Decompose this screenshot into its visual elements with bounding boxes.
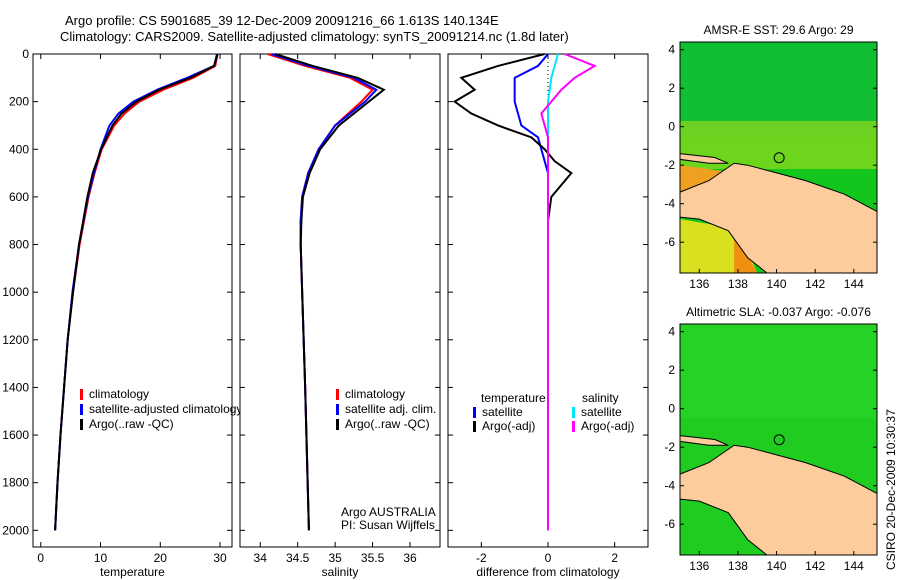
profile-panel-1: 0 10 20 30 0 200 400 600 800 1000 1200 1400 1600 1800… <box>2 47 242 579</box>
series-line-argo-raw-qc- <box>54 53 219 531</box>
legend-swatch <box>572 421 575 432</box>
x-tick-label: 34 <box>254 551 268 565</box>
map-panel-1: AMSR-E SST: 29.6 Argo: 29 136 138 140 142 144… <box>664 23 878 291</box>
plot-frame <box>239 53 441 548</box>
legend-label: Argo(-adj) <box>482 419 535 433</box>
y-tick-label: 2000 <box>2 523 29 537</box>
x-tick-label: 144 <box>844 277 864 291</box>
legend-swatch <box>80 389 83 400</box>
map-panel-2: Altimetric SLA: -0.037 Argo: -0.076 136 13… <box>664 305 878 573</box>
y-tick-label: -2 <box>664 440 675 454</box>
x-axis-label: temperature <box>100 565 165 579</box>
x-tick-label: 20 <box>154 551 168 565</box>
x-axis-label: salinity <box>322 565 359 579</box>
legend-label: climatology <box>89 387 149 401</box>
map-frame <box>679 41 878 274</box>
legend-swatch <box>80 419 83 430</box>
y-tick-label: 0 <box>668 402 675 416</box>
legend-swatch <box>336 419 339 430</box>
x-tick-label: 142 <box>805 559 825 573</box>
plot-frame <box>32 53 233 548</box>
legend-label: climatology <box>345 387 405 401</box>
y-tick-label: 1600 <box>2 428 29 442</box>
x-tick-label: 140 <box>767 277 787 291</box>
x-tick-label: 144 <box>844 559 864 573</box>
x-axis-label: difference from climatology <box>476 565 619 579</box>
legend-label: Argo(-adj) <box>581 419 634 433</box>
legend-label: satellite <box>581 405 622 419</box>
x-tick-label: 30 <box>213 551 227 565</box>
x-tick-label: 0 <box>37 551 44 565</box>
x-tick-label: 36 <box>403 551 417 565</box>
annotation-text: PI: Susan Wijffels <box>341 518 435 532</box>
legend-swatch <box>473 421 476 432</box>
y-tick-label: -6 <box>664 517 675 531</box>
series-line-argo-raw-qc- <box>274 53 386 531</box>
x-tick-label: 142 <box>805 277 825 291</box>
y-tick-label: 0 <box>22 47 29 61</box>
y-tick-label: 400 <box>9 142 29 156</box>
y-tick-label: 800 <box>9 238 29 252</box>
x-tick-label: 138 <box>728 559 748 573</box>
y-tick-label: 1000 <box>2 285 29 299</box>
legend-label: Argo(..raw -QC) <box>89 417 174 431</box>
map-title: Altimetric SLA: -0.037 Argo: -0.076 <box>686 305 871 319</box>
legend-swatch <box>572 407 575 418</box>
x-tick-label: 35.5 <box>361 551 385 565</box>
x-tick-label: 136 <box>689 559 709 573</box>
legend-swatch <box>80 404 83 415</box>
y-tick-label: 4 <box>668 325 675 339</box>
legend-header: salinity <box>582 391 619 405</box>
annotation-text: Argo AUSTRALIA <box>341 505 436 519</box>
map-sea-shade <box>680 324 877 419</box>
argo-location-marker <box>773 434 785 446</box>
y-tick-label: 200 <box>9 95 29 109</box>
y-tick-label: -4 <box>664 197 675 211</box>
x-tick-label: 34.5 <box>286 551 310 565</box>
y-tick-label: 1200 <box>2 333 29 347</box>
map-sea-shade <box>680 42 877 137</box>
x-tick-label: 35 <box>328 551 342 565</box>
y-tick-label: 1800 <box>2 476 29 490</box>
legend-header: temperature <box>481 391 546 405</box>
y-tick-label: 4 <box>668 43 675 57</box>
legend-swatch <box>336 404 339 415</box>
map-hot-area <box>680 165 723 193</box>
series-line-salinity-argo-adj- <box>540 53 597 531</box>
y-tick-label: 0 <box>668 120 675 134</box>
y-tick-label: 1400 <box>2 380 29 394</box>
x-tick-label: 140 <box>767 559 787 573</box>
x-tick-label: 138 <box>728 277 748 291</box>
legend-label: satellite adj. clim. <box>345 402 436 416</box>
y-tick-label: -6 <box>664 235 675 249</box>
legend-label: satellite <box>482 405 523 419</box>
map-title: AMSR-E SST: 29.6 Argo: 29 <box>703 23 853 37</box>
x-tick-label: -2 <box>476 551 487 565</box>
y-tick-label: 2 <box>668 81 675 95</box>
y-tick-label: -2 <box>664 158 675 172</box>
map-frame <box>679 323 878 556</box>
x-tick-label: 0 <box>545 551 552 565</box>
figure-title-line2: Climatology: CARS2009. Satellite-adjuste… <box>60 29 569 44</box>
y-tick-label: 600 <box>9 190 29 204</box>
legend-label: Argo(..raw -QC) <box>345 417 430 431</box>
legend-swatch <box>473 407 476 418</box>
x-tick-label: 10 <box>94 551 108 565</box>
profile-panel-2: 34 34.5 35 35.5 36 salinity climatologysatelli… <box>239 53 441 579</box>
argo-location-marker <box>773 152 785 164</box>
legend-label: satellite-adjusted climatology <box>89 402 242 416</box>
figure-title-line1: Argo profile: CS 5901685_39 12-Dec-2009 … <box>65 13 499 28</box>
y-tick-label: -4 <box>664 479 675 493</box>
y-tick-label: 2 <box>668 363 675 377</box>
x-tick-label: 2 <box>611 551 618 565</box>
legend-swatch <box>336 389 339 400</box>
x-tick-label: 136 <box>689 277 709 291</box>
